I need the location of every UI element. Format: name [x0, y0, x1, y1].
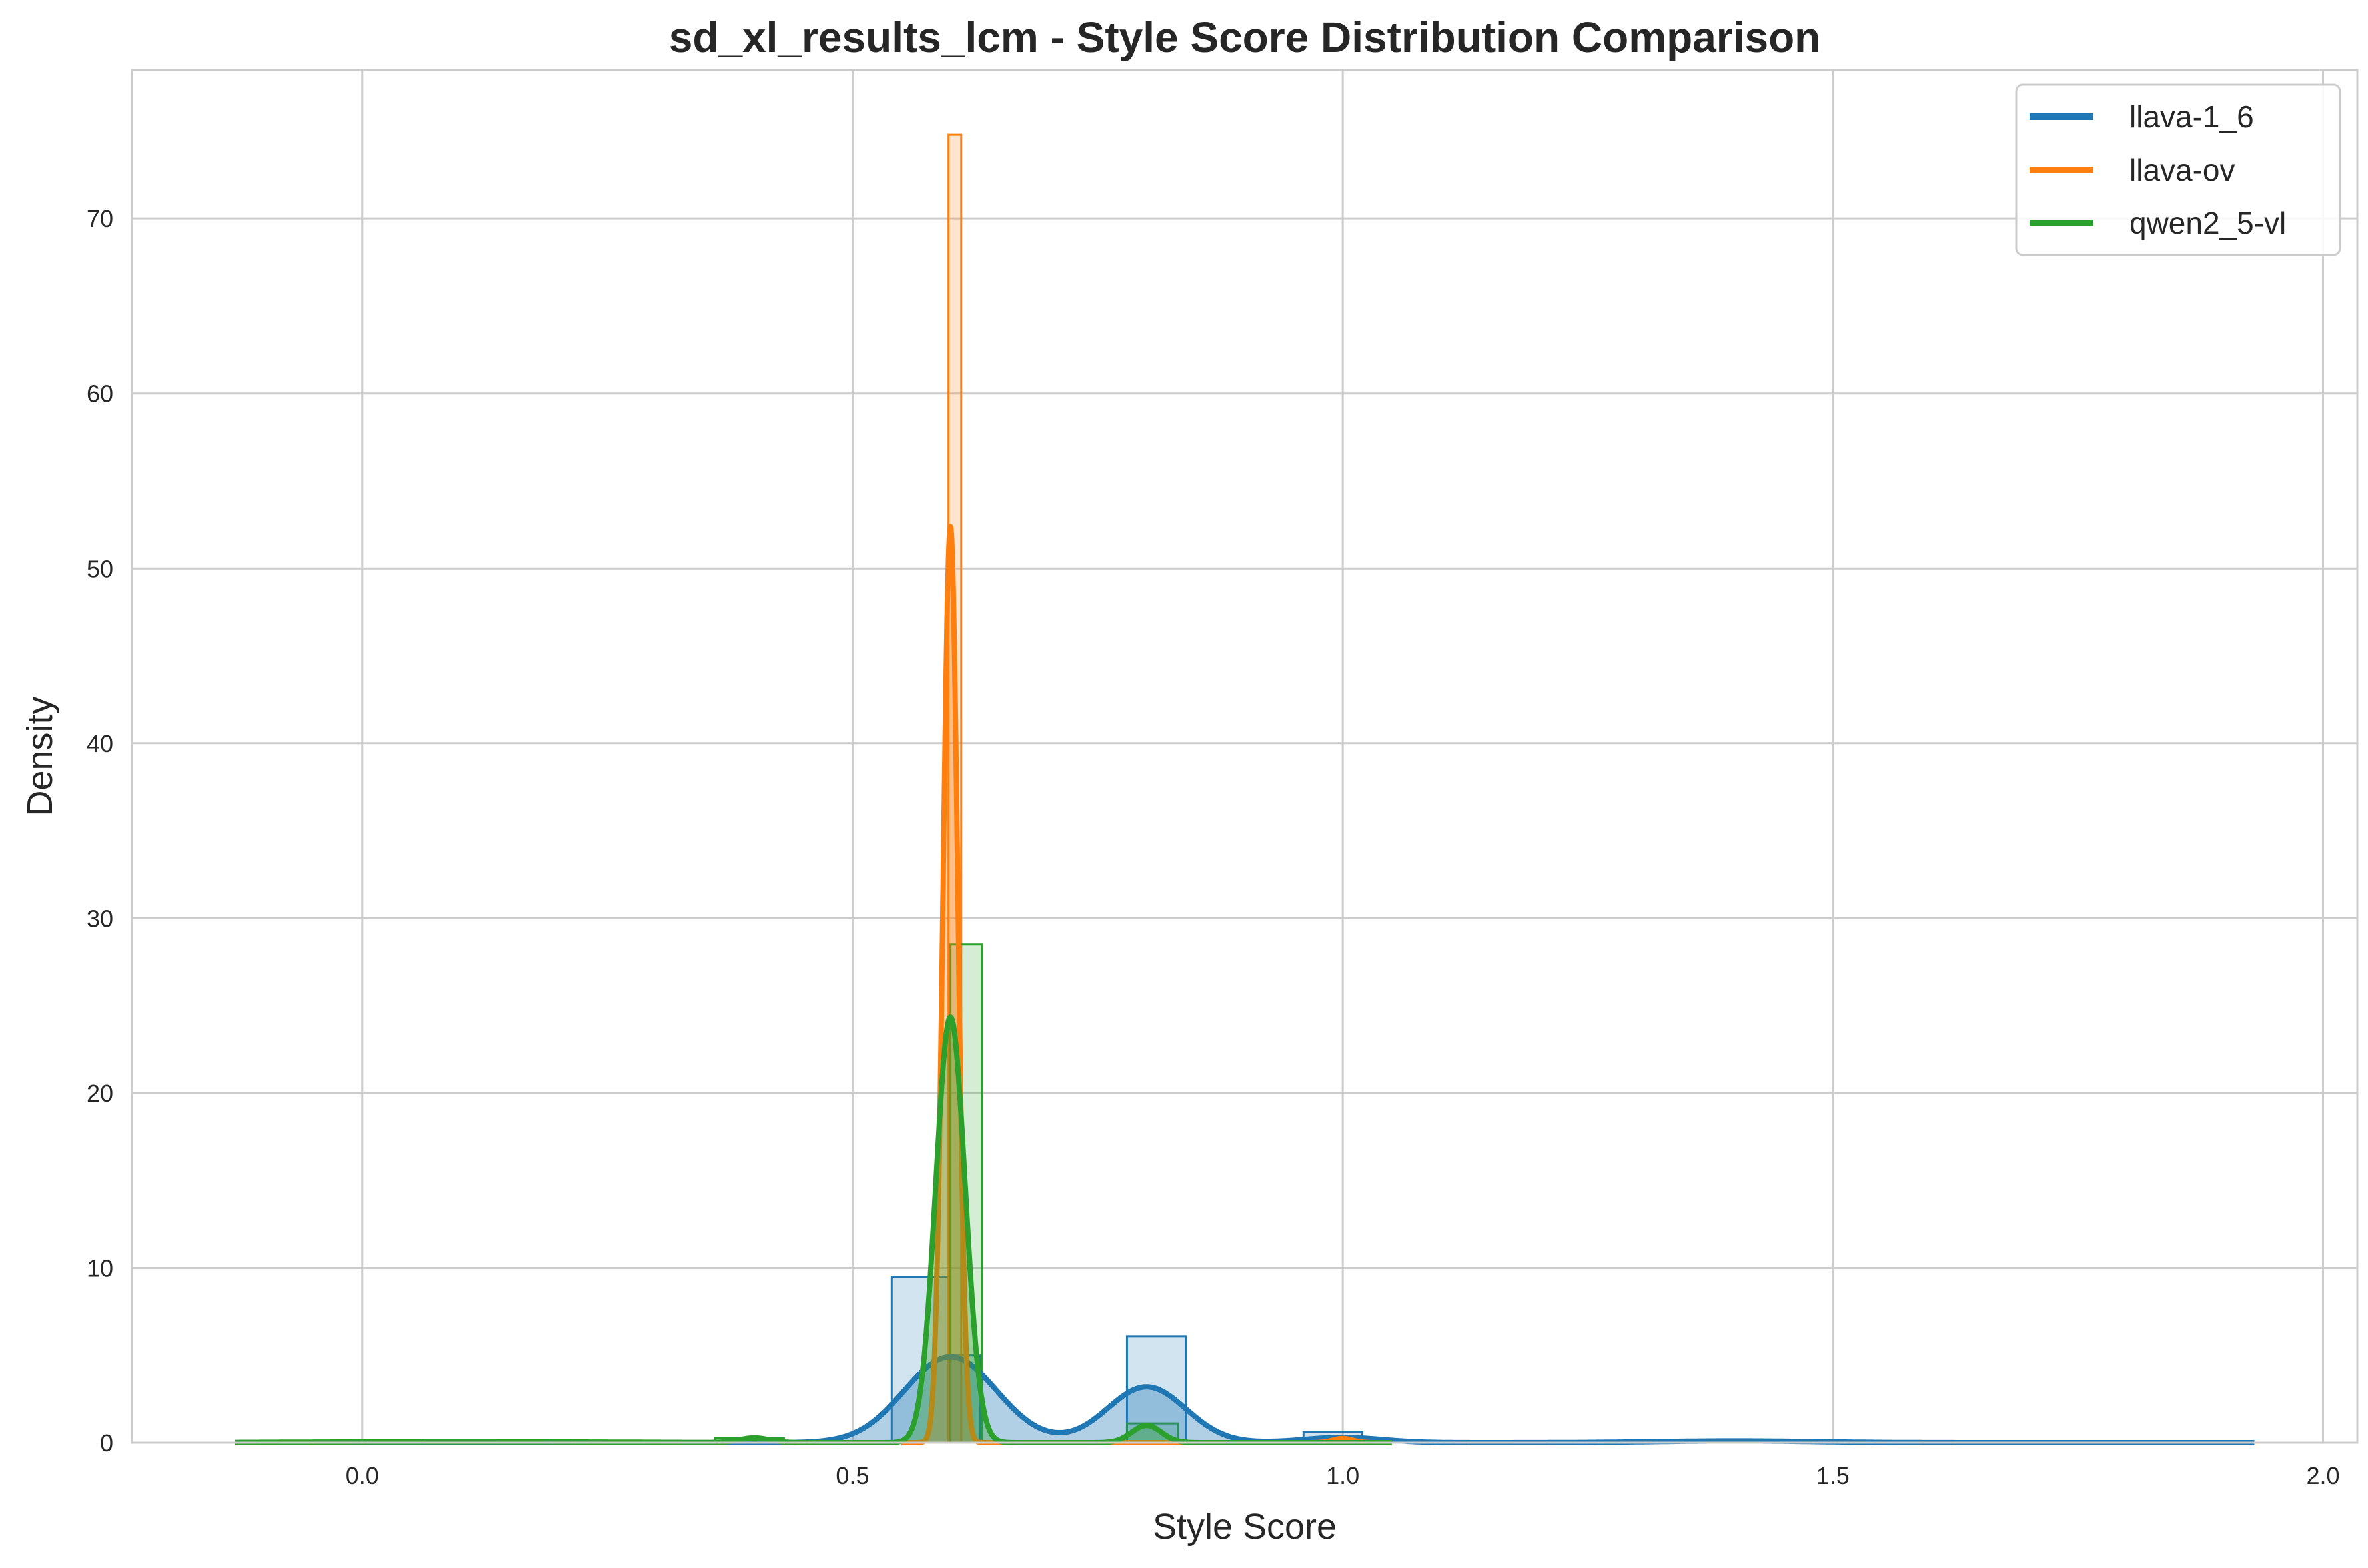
y-tick-label: 20 [87, 1080, 113, 1107]
tick-label-layer: 0.0 0.5 1.0 1.5 2.0 0 10 20 30 40 50 60 70 [87, 205, 2340, 1489]
y-tick-label: 0 [100, 1429, 113, 1457]
x-tick-label: 0.5 [836, 1462, 869, 1489]
y-tick-label: 50 [87, 555, 113, 582]
legend-label: llava-ov [2129, 153, 2235, 187]
kde-area [901, 526, 1392, 1443]
legend-label: qwen2_5-vl [2129, 206, 2286, 240]
legend-label: llava-1_6 [2129, 99, 2254, 134]
x-tick-label: 2.0 [2306, 1462, 2339, 1489]
x-tick-label: 1.0 [1326, 1462, 1359, 1489]
y-tick-label: 40 [87, 730, 113, 757]
y-tick-label: 30 [87, 905, 113, 932]
y-tick-label: 60 [87, 380, 113, 408]
y-tick-label: 10 [87, 1254, 113, 1282]
y-tick-label: 70 [87, 205, 113, 232]
legend-box [2015, 83, 2341, 256]
y-axis-label: Density [20, 696, 60, 816]
plot-frame [131, 69, 2359, 1444]
x-axis-label: Style Score [1153, 1507, 1337, 1547]
x-tick-label: 0.0 [346, 1462, 379, 1489]
legend: llava-1_6 llava-ov qwen2_5-vl [2015, 83, 2341, 256]
chart-title: sd_xl_results_lcm - Style Score Distribu… [669, 13, 1821, 61]
x-tick-label: 1.5 [1816, 1462, 1850, 1489]
